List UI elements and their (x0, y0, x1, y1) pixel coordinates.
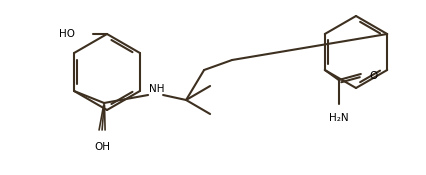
Text: OH: OH (94, 142, 110, 152)
Text: HO: HO (59, 29, 75, 39)
Text: H₂N: H₂N (328, 113, 348, 123)
Text: O: O (369, 71, 377, 81)
Text: NH: NH (149, 84, 164, 94)
